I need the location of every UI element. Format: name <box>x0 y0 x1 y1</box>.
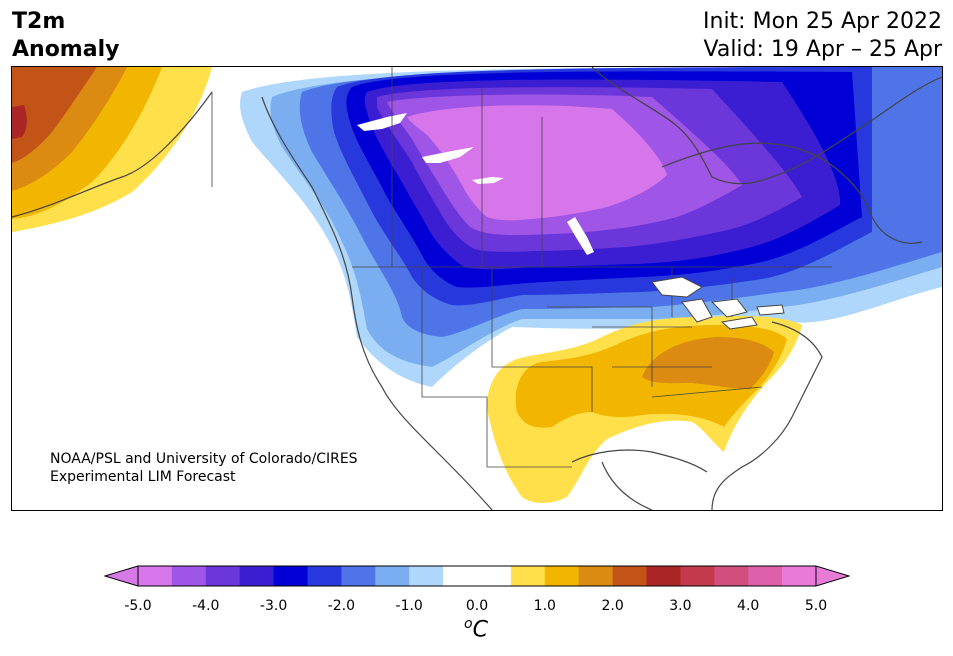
lake-athabasca <box>472 177 504 184</box>
colorbar-swatch <box>443 566 478 586</box>
colorbar-swatch <box>138 566 173 586</box>
colorbar-tick-label: 5.0 <box>804 598 828 614</box>
colorbar <box>103 564 851 592</box>
colorbar-tick-label: 3.0 <box>669 598 692 614</box>
cold-contour-pink <box>407 105 667 221</box>
colorbar-high-extend <box>815 565 851 587</box>
colorbar-swatch <box>409 566 444 586</box>
colorbar-tick-label: 2.0 <box>601 598 624 614</box>
lake-winnipeg <box>567 217 594 255</box>
colorbar-swatch <box>646 566 681 586</box>
colorbar-ticks: -5.0 -4.0 -3.0 -2.0 -1.0 0.0 1.0 2.0 3.0 4.0 5.0 <box>0 598 953 618</box>
great-slave-lake <box>422 147 474 163</box>
colorbar-swatch <box>782 566 817 586</box>
colorbar-swatch <box>273 566 308 586</box>
colorbar-swatch <box>239 566 275 586</box>
colorbar-tick-label: -3.0 <box>259 598 288 614</box>
colorbar-tick-label: -2.0 <box>327 598 356 614</box>
colorbar-tick-label: -1.0 <box>395 598 423 614</box>
credit-line-2: Experimental LIM Forecast <box>50 469 236 485</box>
init-date: Init: Mon 25 Apr 2022 <box>703 9 942 34</box>
anomaly-map: NOAA/PSL and University of Colorado/CIRE… <box>11 66 943 511</box>
colorbar-swatch <box>544 566 580 586</box>
credit-line-1: NOAA/PSL and University of Colorado/CIRE… <box>50 451 358 467</box>
colorbar-swatch <box>171 566 207 586</box>
colorbar-scale <box>103 565 851 587</box>
great-lakes <box>651 276 785 330</box>
title-line-2: Anomaly <box>12 37 120 62</box>
colorbar-swatch <box>341 566 376 586</box>
great-bear-lake <box>357 113 407 131</box>
title-line-1: T2m <box>12 9 66 34</box>
valid-range: Valid: 19 Apr – 25 Apr <box>703 37 943 62</box>
colorbar-swatch <box>578 566 614 586</box>
colorbar-unit: oC <box>464 616 488 642</box>
map-canvas <box>12 67 942 510</box>
colorbar-swatch <box>375 566 410 586</box>
forecast-dates: Init: Mon 25 Apr 2022 Valid: 19 Apr – 25… <box>703 8 942 64</box>
colorbar-swatch <box>510 566 546 586</box>
colorbar-swatch <box>748 566 783 586</box>
warm-alaska-red <box>12 105 27 139</box>
map-credit: NOAA/PSL and University of Colorado/CIRE… <box>50 450 358 486</box>
colorbar-swatch <box>612 566 647 586</box>
colorbar-tick-label: 0.0 <box>465 598 489 614</box>
map-title: T2m Anomaly <box>12 8 119 64</box>
coastlines <box>12 67 942 510</box>
colorbar-border <box>137 565 817 587</box>
unit-degree: o <box>464 616 473 632</box>
state-borders <box>211 67 832 468</box>
warm-alaska-rust <box>12 67 97 163</box>
colorbar-swatch <box>714 566 749 586</box>
colorbar-swatch <box>477 566 512 586</box>
colorbar-tick-label: -4.0 <box>192 598 220 614</box>
colorbar-low-extend <box>103 565 139 587</box>
colorbar-tick-label: 1.0 <box>533 598 556 614</box>
colorbar-swatch <box>307 566 342 586</box>
unit-letter: C <box>472 617 488 643</box>
colorbar-swatch <box>205 566 241 586</box>
colorbar-tick-label: -5.0 <box>124 598 152 614</box>
colorbar-tick-label: 4.0 <box>737 598 760 614</box>
warm-east-orange <box>642 337 774 389</box>
colorbar-swatch <box>680 566 715 586</box>
